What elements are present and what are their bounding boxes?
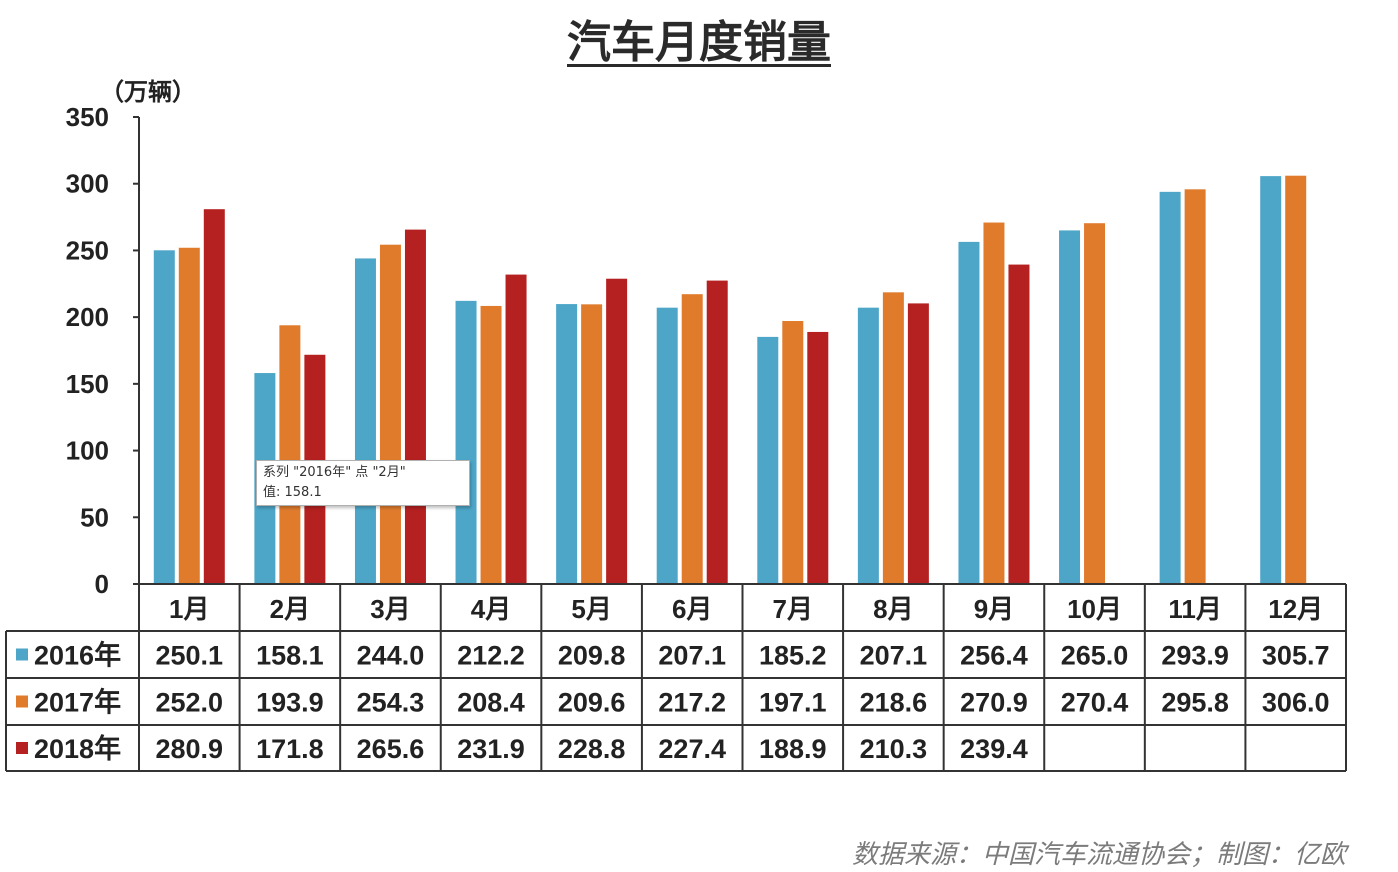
y-tick-label: 50 bbox=[80, 502, 109, 532]
bar bbox=[656, 307, 678, 584]
data-value-label: 185.2 bbox=[759, 641, 827, 671]
y-tick-label: 200 bbox=[66, 302, 109, 332]
data-value-label: 305.7 bbox=[1262, 641, 1330, 671]
legend-series-name: 2018年 bbox=[34, 733, 121, 764]
bar bbox=[279, 325, 301, 584]
x-category-label: 2月 bbox=[270, 594, 310, 624]
data-value-label: 212.2 bbox=[457, 641, 525, 671]
bar bbox=[907, 303, 929, 584]
legend-series-name: 2017年 bbox=[34, 687, 121, 718]
x-category-label: 9月 bbox=[974, 594, 1014, 624]
data-value-label: 239.4 bbox=[960, 734, 1028, 764]
bar bbox=[782, 321, 804, 584]
data-value-label: 210.3 bbox=[860, 734, 928, 764]
data-tooltip: 系列 "2016年" 点 "2月" 值: 158.1 bbox=[256, 460, 470, 506]
bar bbox=[681, 294, 703, 584]
bar bbox=[505, 274, 527, 584]
data-value-label: 207.1 bbox=[658, 641, 726, 671]
x-category-label: 5月 bbox=[571, 594, 611, 624]
data-value-label: 209.6 bbox=[558, 688, 626, 718]
data-value-label: 207.1 bbox=[860, 641, 928, 671]
data-value-label: 227.4 bbox=[658, 734, 726, 764]
data-value-label: 270.4 bbox=[1061, 688, 1129, 718]
bar bbox=[556, 304, 578, 584]
bar bbox=[1008, 264, 1030, 584]
chart-title: 汽车月度销量 bbox=[567, 17, 831, 68]
bar bbox=[354, 258, 376, 584]
tooltip-series-line: 系列 "2016年" 点 "2月" bbox=[263, 465, 406, 480]
bar bbox=[379, 244, 401, 584]
bar bbox=[178, 247, 200, 584]
bar bbox=[1285, 175, 1307, 585]
data-value-label: 244.0 bbox=[357, 641, 425, 671]
y-tick-label: 150 bbox=[66, 369, 109, 399]
x-category-label: 1月 bbox=[169, 594, 209, 624]
data-value-label: 217.2 bbox=[658, 688, 726, 718]
bar bbox=[807, 331, 829, 584]
bar bbox=[153, 250, 175, 584]
bar bbox=[983, 222, 1005, 585]
bar bbox=[757, 336, 779, 584]
x-category-label: 8月 bbox=[873, 594, 913, 624]
legend-swatch bbox=[16, 742, 28, 754]
y-tick-label: 300 bbox=[66, 169, 109, 199]
y-tick-label: 100 bbox=[66, 436, 109, 466]
data-value-label: 265.6 bbox=[357, 734, 425, 764]
bar bbox=[1084, 223, 1106, 584]
data-value-label: 209.8 bbox=[558, 641, 626, 671]
data-value-label: 256.4 bbox=[960, 641, 1028, 671]
data-value-label: 158.1 bbox=[256, 641, 324, 671]
tooltip-value-line: 值: 158.1 bbox=[263, 485, 322, 500]
data-value-label: 250.1 bbox=[156, 641, 224, 671]
data-value-label: 280.9 bbox=[156, 734, 224, 764]
bar bbox=[455, 300, 477, 584]
data-value-label: 231.9 bbox=[457, 734, 525, 764]
bar bbox=[1184, 189, 1206, 584]
bar bbox=[203, 209, 225, 584]
bar bbox=[882, 292, 904, 584]
bar bbox=[706, 280, 728, 584]
x-category-label: 4月 bbox=[471, 594, 511, 624]
legend-swatch bbox=[16, 695, 28, 708]
data-value-label: 254.3 bbox=[357, 688, 425, 718]
data-value-label: 293.9 bbox=[1161, 641, 1229, 671]
bar bbox=[1059, 230, 1081, 584]
data-value-label: 228.8 bbox=[558, 734, 626, 764]
data-value-label: 171.8 bbox=[256, 734, 324, 764]
bar bbox=[1159, 191, 1181, 584]
legend-swatch bbox=[16, 648, 28, 661]
data-value-label: 306.0 bbox=[1262, 688, 1330, 718]
data-value-label: 197.1 bbox=[759, 688, 827, 718]
x-category-label: 6月 bbox=[672, 594, 712, 624]
data-value-label: 265.0 bbox=[1061, 641, 1129, 671]
bar bbox=[606, 278, 628, 584]
bar bbox=[958, 241, 980, 584]
bar bbox=[480, 305, 502, 584]
y-tick-label: 250 bbox=[66, 235, 109, 265]
source-note: 数据来源：中国汽车流通协会；制图：亿欧 bbox=[851, 840, 1346, 870]
bar bbox=[857, 307, 879, 584]
y-axis-unit-label: （万辆） bbox=[100, 78, 196, 106]
x-category-label: 12月 bbox=[1268, 594, 1323, 624]
data-value-label: 252.0 bbox=[156, 688, 224, 718]
x-category-label: 10月 bbox=[1067, 594, 1122, 624]
bar bbox=[1260, 176, 1282, 584]
data-value-label: 218.6 bbox=[860, 688, 928, 718]
bar bbox=[404, 229, 426, 584]
data-value-label: 188.9 bbox=[759, 734, 827, 764]
x-category-label: 3月 bbox=[370, 594, 410, 624]
x-category-label: 7月 bbox=[773, 594, 813, 624]
data-value-label: 295.8 bbox=[1161, 688, 1229, 718]
data-value-label: 193.9 bbox=[256, 688, 324, 718]
y-tick-label: 350 bbox=[66, 102, 109, 132]
data-value-label: 208.4 bbox=[457, 688, 525, 718]
bar bbox=[581, 304, 603, 584]
x-category-label: 11月 bbox=[1168, 594, 1222, 624]
y-tick-label: 0 bbox=[95, 569, 109, 599]
legend-series-name: 2016年 bbox=[34, 640, 121, 671]
data-value-label: 270.9 bbox=[960, 688, 1028, 718]
